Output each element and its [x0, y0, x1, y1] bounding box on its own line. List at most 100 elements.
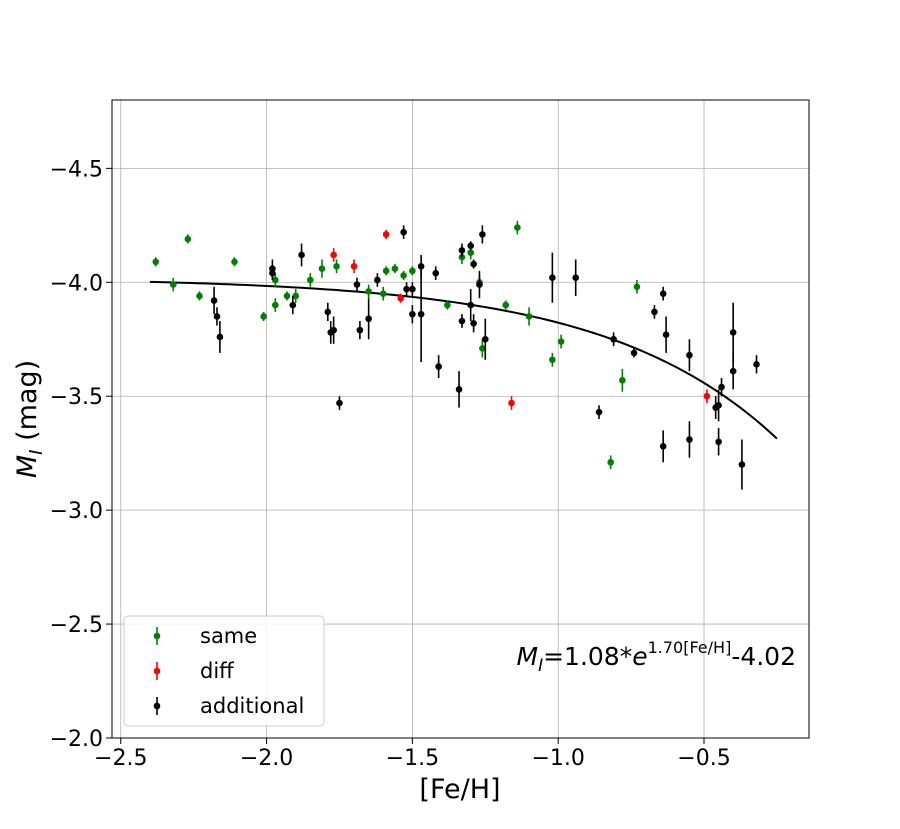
data-point [365, 288, 372, 295]
y-axis-label: MI (mag) [12, 360, 47, 478]
data-point [508, 399, 515, 407]
data-point [686, 436, 693, 443]
data-point [196, 292, 203, 300]
data-point [610, 335, 617, 343]
data-point [435, 363, 442, 370]
data-point [479, 345, 486, 352]
data-point [470, 260, 477, 268]
data-point [356, 326, 364, 334]
data-point [470, 320, 477, 327]
legend-marker [153, 632, 161, 640]
data-point [557, 338, 565, 345]
x-tick-label: −1.5 [386, 746, 439, 771]
y-tick-label: −2.0 [50, 727, 103, 752]
data-point [272, 301, 279, 309]
y-tick-label: −4.0 [50, 271, 103, 296]
data-point [409, 267, 416, 275]
legend-label: additional [200, 694, 304, 718]
fit-curve [149, 280, 778, 440]
data-point [729, 329, 737, 336]
data-point [382, 267, 390, 275]
data-point [595, 408, 603, 416]
data-point [476, 281, 483, 288]
data-point [467, 301, 475, 309]
data-point [549, 274, 556, 282]
data-point [169, 281, 177, 288]
x-tick-label: −2.0 [240, 746, 293, 771]
data-point [409, 285, 416, 293]
data-point [502, 301, 510, 309]
data-point [432, 269, 440, 277]
data-point [400, 228, 407, 236]
data-point [324, 308, 332, 316]
data-point [379, 290, 387, 297]
legend: same diff additional [123, 615, 325, 727]
legend-item-additional: additional [153, 694, 304, 718]
data-point [458, 317, 466, 325]
y-tick-label: −3.5 [50, 385, 103, 410]
data-point [572, 274, 579, 282]
x-axis-label: [Fe/H] [419, 774, 500, 805]
data-point [350, 263, 358, 270]
data-point [630, 349, 638, 357]
data-point [753, 361, 760, 368]
data-point [260, 313, 267, 320]
plot-frame [111, 99, 810, 739]
data-point [391, 265, 399, 272]
data-point [662, 331, 670, 338]
data-point [409, 310, 416, 318]
y-tick-label: −4.5 [50, 157, 103, 182]
data-point [289, 301, 297, 309]
data-point [397, 294, 405, 302]
data-point [659, 443, 667, 450]
data-point [184, 235, 192, 243]
data-point [403, 285, 410, 293]
y-tick-label: −2.5 [50, 613, 103, 638]
legend-label: same [200, 624, 257, 648]
fit-formula: MI=1.08*e1.70[Fe/H]-4.02 [517, 638, 797, 676]
data-point [458, 247, 466, 254]
legend-item-diff: diff [153, 659, 234, 683]
data-point [525, 313, 533, 320]
x-tick-label: −2.5 [94, 746, 147, 771]
data-point [715, 438, 722, 446]
data-point [481, 335, 489, 343]
data-point [718, 383, 725, 391]
data-point [283, 292, 291, 300]
data-point [269, 269, 276, 277]
legend-marker [153, 667, 161, 675]
data-point [318, 265, 326, 272]
data-point [738, 461, 746, 468]
data-point [549, 356, 556, 364]
y-tick-label: −3.0 [50, 499, 103, 524]
data-point [298, 251, 305, 259]
data-point [231, 258, 238, 266]
data-point [336, 399, 343, 407]
data-point [333, 263, 340, 270]
x-tick-label: −0.5 [677, 746, 730, 771]
data-point [417, 310, 425, 318]
data-point [455, 386, 463, 393]
x-tick-label: −1.0 [531, 746, 584, 771]
data-point [353, 281, 361, 288]
data-point [330, 251, 337, 259]
data-point [703, 392, 711, 400]
data-point [467, 249, 475, 256]
data-point [633, 283, 641, 291]
data-point [330, 326, 337, 334]
legend-box [123, 615, 325, 727]
data-point [514, 224, 521, 231]
data-point [619, 376, 626, 384]
data-point [213, 313, 221, 320]
data-points [152, 220, 760, 490]
data-point [417, 263, 425, 270]
data-point [374, 276, 381, 284]
data-point [444, 301, 451, 309]
series-same [152, 220, 641, 470]
data-point [210, 297, 218, 304]
data-point [467, 242, 475, 250]
legend-item-same: same [153, 624, 257, 648]
data-point [292, 292, 300, 300]
data-point [382, 231, 390, 238]
